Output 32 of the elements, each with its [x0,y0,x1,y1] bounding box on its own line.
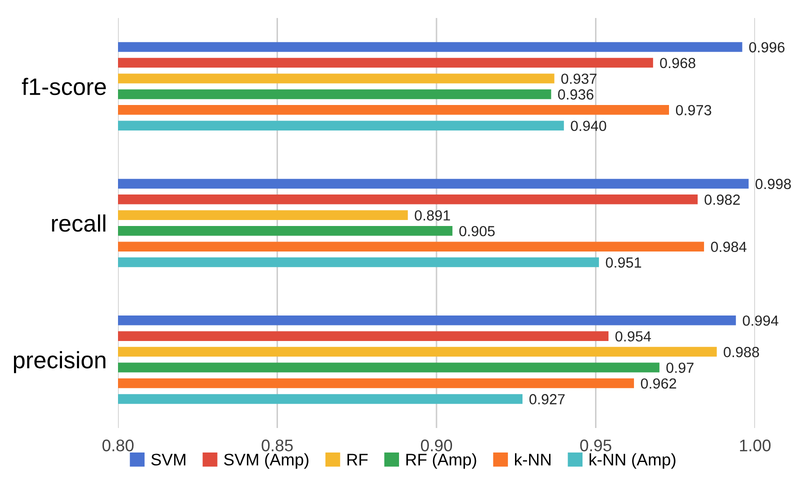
data-label: 0.962 [640,378,676,389]
legend-label: RF [347,454,368,466]
y-tick-label: f1-score [22,78,106,96]
legend-label: RF (Amp) [406,453,476,469]
x-tick-label: 0.90 [420,440,452,452]
legend-label: SVM (Amp) [224,453,308,469]
legend-label: SVM [151,454,186,466]
data-label: 0.927 [529,394,565,404]
data-label: 0.994 [742,315,778,326]
data-label: 0.891 [414,210,450,221]
legend-label: k-NN (Amp) [590,453,676,469]
data-label: 0.951 [606,257,642,268]
y-tick-label: recall [52,214,106,232]
x-tick-label: 1.00 [740,440,771,452]
data-label: 0.954 [615,331,651,342]
x-tick-label: 0.85 [262,440,293,452]
x-tick-label: 0.80 [102,440,134,452]
data-label: 0.998 [756,178,791,190]
data-label: 0.982 [704,194,740,205]
data-label: 0.905 [459,226,495,236]
data-label: 0.988 [724,346,760,358]
data-label: 0.940 [570,120,606,132]
data-label: 0.984 [710,242,746,252]
data-label: 0.936 [558,89,594,100]
data-label: 0.973 [676,105,712,116]
x-tick-label: 0.95 [580,440,612,452]
data-label: 0.97 [666,362,694,373]
data-label: 0.937 [561,74,596,84]
data-label: 0.968 [660,58,696,68]
y-tick-label: precision [14,351,106,374]
data-label: 0.996 [749,42,784,52]
legend-label: k-NN [515,453,550,466]
